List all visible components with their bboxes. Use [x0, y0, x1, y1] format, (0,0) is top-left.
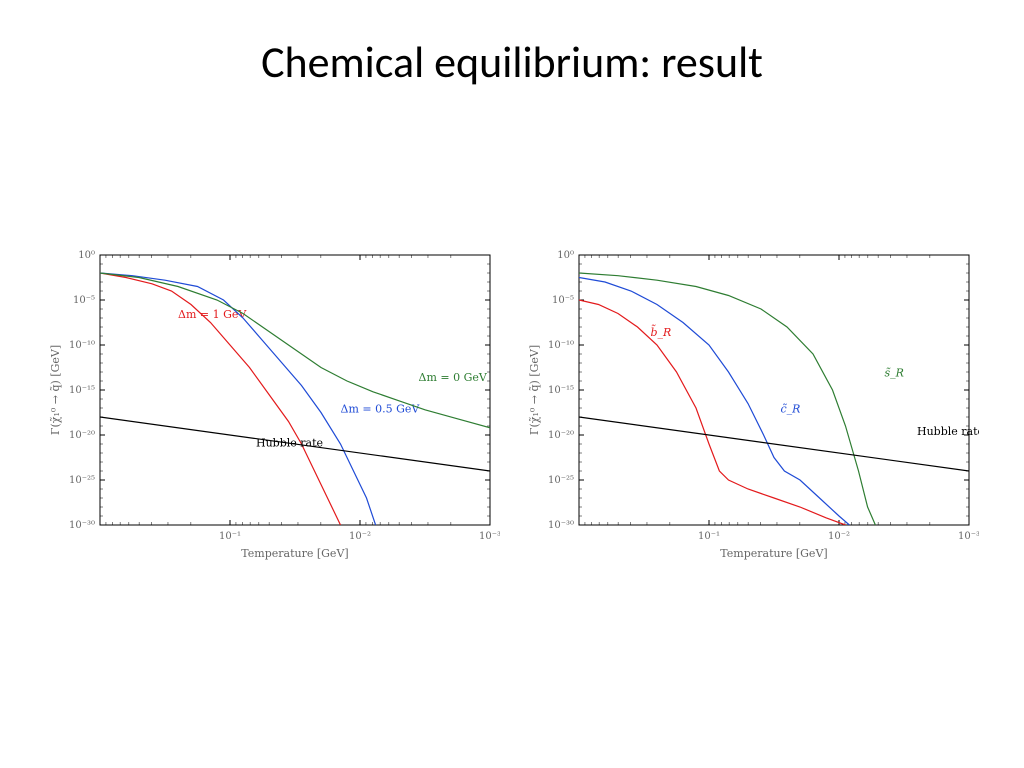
svg-text:Temperature [GeV]: Temperature [GeV] [720, 547, 827, 560]
panel-right: 10⁰ 10⁻⁵ 10⁻¹⁰ 10⁻¹⁵ 10⁻²⁰ 10⁻²⁵ 10⁻³⁰ 10⁻¹ 10⁻²… [524, 245, 979, 565]
svg-text:Temperature [GeV]: Temperature [GeV] [241, 547, 348, 560]
svg-text:10⁻²⁰: 10⁻²⁰ [69, 430, 95, 441]
svg-text:10⁻⁵: 10⁻⁵ [552, 295, 574, 306]
svg-text:Hubble rate: Hubble rate [256, 437, 323, 450]
svg-text:10⁻²⁵: 10⁻²⁵ [69, 475, 95, 486]
svg-text:10⁰: 10⁰ [78, 250, 95, 261]
svg-text:10⁻⁵: 10⁻⁵ [73, 295, 95, 306]
panel-left: 10⁰ 10⁻⁵ 10⁻¹⁰ 10⁻¹⁵ 10⁻²⁰ 10⁻²⁵ 10⁻³⁰ 10⁻¹ 10⁻²… [45, 245, 500, 565]
svg-text:10⁻²⁵: 10⁻²⁵ [548, 475, 574, 486]
slide-title: Chemical equilibrium: result [0, 35, 1024, 89]
svg-text:10⁻³: 10⁻³ [479, 531, 500, 542]
svg-text:10⁻²: 10⁻² [828, 531, 850, 542]
svg-text:10⁻³⁰: 10⁻³⁰ [548, 520, 574, 531]
svg-text:Γ(χ̃₁⁰ → q̃) [GeV]: Γ(χ̃₁⁰ → q̃) [GeV] [528, 345, 541, 435]
svg-text:b̃_R: b̃_R [651, 325, 672, 339]
svg-text:Hubble rate: Hubble rate [917, 425, 979, 438]
svg-text:Δm = 0 GeV: Δm = 0 GeV [419, 371, 488, 384]
svg-text:10⁰: 10⁰ [557, 250, 574, 261]
svg-text:10⁻³: 10⁻³ [958, 531, 979, 542]
svg-text:10⁻¹⁵: 10⁻¹⁵ [548, 385, 574, 396]
svg-text:10⁻¹⁰: 10⁻¹⁰ [548, 340, 574, 351]
svg-text:c̃_R: c̃_R [781, 403, 801, 416]
svg-text:10⁻²⁰: 10⁻²⁰ [548, 430, 574, 441]
figure-row: 10⁰ 10⁻⁵ 10⁻¹⁰ 10⁻¹⁵ 10⁻²⁰ 10⁻²⁵ 10⁻³⁰ 10⁻¹ 10⁻²… [45, 245, 979, 565]
svg-text:Γ(χ̃₁⁰ → q̃) [GeV]: Γ(χ̃₁⁰ → q̃) [GeV] [49, 345, 62, 435]
svg-text:10⁻¹⁵: 10⁻¹⁵ [69, 385, 95, 396]
svg-text:10⁻¹: 10⁻¹ [698, 531, 720, 542]
svg-text:10⁻¹⁰: 10⁻¹⁰ [69, 340, 95, 351]
slide: Chemical equilibrium: result 10⁰ 10⁻⁵ 10⁻¹… [0, 0, 1024, 768]
svg-text:10⁻³⁰: 10⁻³⁰ [69, 520, 95, 531]
svg-text:s̃_R: s̃_R [885, 367, 904, 380]
svg-text:10⁻¹: 10⁻¹ [219, 531, 241, 542]
svg-text:10⁻²: 10⁻² [349, 531, 371, 542]
